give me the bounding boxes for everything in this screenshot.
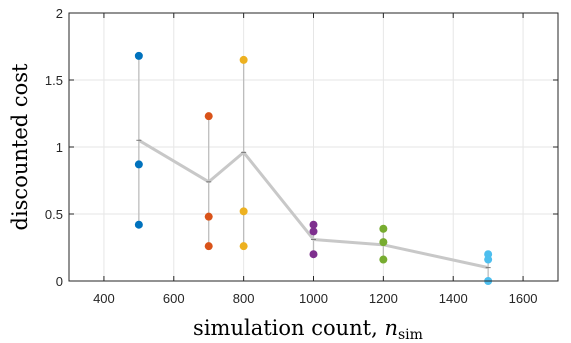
data-point: [134, 51, 143, 60]
data-point: [204, 112, 213, 121]
data-point: [204, 242, 213, 251]
data-point: [134, 220, 143, 229]
y-tick-label: 1: [56, 140, 63, 155]
data-point: [239, 207, 248, 216]
x-tick-label: 800: [233, 291, 255, 306]
y-tick-label: 2: [56, 6, 63, 21]
y-tick-label: 1.5: [45, 73, 63, 88]
data-point: [309, 227, 318, 236]
data-point: [379, 238, 388, 247]
x-tick-label: 1400: [439, 291, 468, 306]
data-point: [134, 160, 143, 169]
x-axis-label: simulation count, nsim: [193, 316, 423, 343]
data-point: [309, 250, 318, 259]
ticks: 400 600 800 1000 1200 1400 1600 0 0.5 1 1.5 2: [45, 6, 558, 306]
data-point: [484, 255, 493, 264]
y-tick-label: 0.5: [45, 207, 63, 222]
data-point: [239, 242, 248, 251]
data-point: [379, 255, 388, 264]
data-point: [309, 220, 318, 229]
x-axis-label-main: simulation count,: [193, 316, 384, 340]
data-point: [204, 212, 213, 221]
x-axis-label-sub: sim: [398, 327, 423, 343]
y-tick-label: 0: [56, 274, 63, 289]
points: [134, 51, 493, 285]
x-tick-label: 1200: [369, 291, 398, 306]
x-tick-label: 600: [163, 291, 185, 306]
mean-line: [138, 139, 489, 270]
x-axis-label-var: n: [384, 316, 398, 340]
x-tick-label: 1600: [509, 291, 538, 306]
data-point: [239, 55, 248, 64]
x-tick-label: 1000: [299, 291, 328, 306]
x-tick-label: 400: [93, 291, 115, 306]
y-axis-label: discounted cost: [8, 63, 32, 231]
data-point: [379, 224, 388, 233]
